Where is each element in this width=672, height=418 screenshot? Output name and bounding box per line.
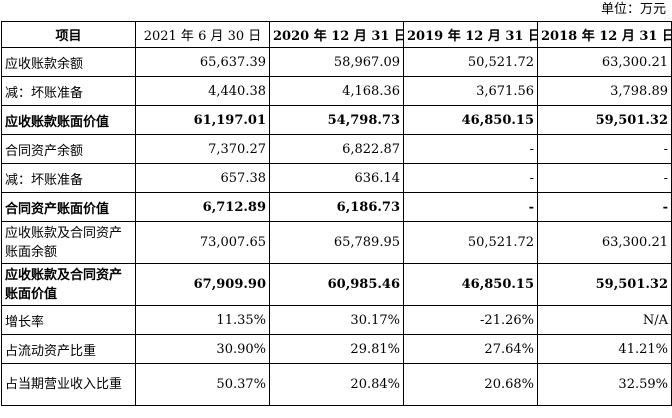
cell-value: 6,712.89 bbox=[135, 192, 270, 222]
row-label: 应收账款及合同资产账面余额 bbox=[1, 221, 136, 264]
cell-value: 20.84% bbox=[269, 363, 404, 406]
row-label: 增长率 bbox=[1, 305, 136, 335]
cell-value: 3,798.89 bbox=[537, 76, 672, 106]
table-row: 减：坏账准备 4,440.38 4,168.36 3,671.56 3,798.… bbox=[1, 76, 672, 106]
row-label: 应收账款及合同资产账面价值 bbox=[1, 263, 136, 306]
cell-value: 65,789.95 bbox=[269, 221, 404, 264]
row-label: 占流动资产比重 bbox=[1, 334, 136, 364]
cell-value: 6,186.73 bbox=[269, 192, 404, 222]
cell-value: - bbox=[537, 134, 672, 164]
cell-value: 27.64% bbox=[403, 334, 538, 364]
table-row: 合同资产账面价值 6,712.89 6,186.73 - - bbox=[1, 192, 672, 222]
table-row: 增长率 11.35% 30.17% -21.26% N/A bbox=[1, 305, 672, 335]
header-row: 项目 2021 年 6 月 30 日 2020 年 12 月 31 日 2019… bbox=[1, 21, 672, 48]
row-label: 减：坏账准备 bbox=[1, 163, 136, 193]
financial-table: 项目 2021 年 6 月 30 日 2020 年 12 月 31 日 2019… bbox=[1, 21, 672, 406]
row-label: 减：坏账准备 bbox=[1, 76, 136, 106]
cell-value: - bbox=[403, 192, 538, 222]
header-2020-12-31: 2020 年 12 月 31 日 bbox=[269, 21, 404, 48]
table-row: 应收账款及合同资产账面余额 73,007.65 65,789.95 50,521… bbox=[1, 221, 672, 264]
table-row: 应收账款及合同资产账面价值 67,909.90 60,985.46 46,850… bbox=[1, 263, 672, 306]
table-row: 应收账款余额 65,637.39 58,967.09 50,521.72 63,… bbox=[1, 47, 672, 77]
cell-value: 73,007.65 bbox=[135, 221, 270, 264]
table-row: 占当期营业收入比重 50.37% 20.84% 20.68% 32.59% bbox=[1, 363, 672, 406]
cell-value: 30.17% bbox=[269, 305, 404, 335]
cell-value: 32.59% bbox=[537, 363, 672, 406]
cell-value: 67,909.90 bbox=[135, 263, 270, 306]
cell-value: 61,197.01 bbox=[135, 105, 270, 135]
cell-value: 50,521.72 bbox=[403, 47, 538, 77]
row-label: 应收账款余额 bbox=[1, 47, 136, 77]
row-label: 占当期营业收入比重 bbox=[1, 363, 136, 406]
cell-value: 4,440.38 bbox=[135, 76, 270, 106]
cell-value: 30.90% bbox=[135, 334, 270, 364]
table-row: 应收账款账面价值 61,197.01 54,798.73 46,850.15 5… bbox=[1, 105, 672, 135]
header-item: 项目 bbox=[1, 21, 136, 48]
cell-value: 636.14 bbox=[269, 163, 404, 193]
cell-value: 20.68% bbox=[403, 363, 538, 406]
row-label: 合同资产余额 bbox=[1, 134, 136, 164]
header-2019-12-31: 2019 年 12 月 31 日 bbox=[403, 21, 538, 48]
cell-value: 46,850.15 bbox=[403, 263, 538, 306]
cell-value: 4,168.36 bbox=[269, 76, 404, 106]
cell-value: 63,300.21 bbox=[537, 221, 672, 264]
cell-value: 3,671.56 bbox=[403, 76, 538, 106]
cell-value: 11.35% bbox=[135, 305, 270, 335]
cell-value: 657.38 bbox=[135, 163, 270, 193]
cell-value: 60,985.46 bbox=[269, 263, 404, 306]
cell-value: 59,501.32 bbox=[537, 105, 672, 135]
cell-value: 29.81% bbox=[269, 334, 404, 364]
cell-value: 41.21% bbox=[537, 334, 672, 364]
cell-value: 54,798.73 bbox=[269, 105, 404, 135]
unit-label: 单位：万元 bbox=[600, 2, 666, 17]
cell-value: 7,370.27 bbox=[135, 134, 270, 164]
cell-value: 6,822.87 bbox=[269, 134, 404, 164]
cell-value: 65,637.39 bbox=[135, 47, 270, 77]
cell-value: N/A bbox=[537, 305, 672, 335]
table-row: 减：坏账准备 657.38 636.14 - - bbox=[1, 163, 672, 193]
table-row: 占流动资产比重 30.90% 29.81% 27.64% 41.21% bbox=[1, 334, 672, 364]
header-2021-06-30: 2021 年 6 月 30 日 bbox=[135, 21, 270, 48]
cell-value: - bbox=[537, 163, 672, 193]
cell-value: 63,300.21 bbox=[537, 47, 672, 77]
table-row: 合同资产余额 7,370.27 6,822.87 - - bbox=[1, 134, 672, 164]
cell-value: 58,967.09 bbox=[269, 47, 404, 77]
row-label: 合同资产账面价值 bbox=[1, 192, 136, 222]
cell-value: 59,501.32 bbox=[537, 263, 672, 306]
cell-value: 50.37% bbox=[135, 363, 270, 406]
cell-value: - bbox=[403, 134, 538, 164]
cell-value: -21.26% bbox=[403, 305, 538, 335]
cell-value: 46,850.15 bbox=[403, 105, 538, 135]
header-2018-12-31: 2018 年 12 月 31 日 bbox=[537, 21, 672, 48]
cell-value: - bbox=[403, 163, 538, 193]
cell-value: - bbox=[537, 192, 672, 222]
row-label: 应收账款账面价值 bbox=[1, 105, 136, 135]
cell-value: 50,521.72 bbox=[403, 221, 538, 264]
